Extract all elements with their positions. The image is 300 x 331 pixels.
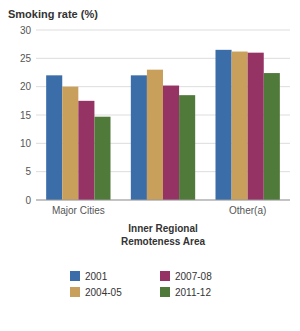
bar [78,101,94,200]
y-tick-label: 15 [20,110,32,121]
legend-label: 2011-12 [175,287,211,298]
bar [215,50,231,200]
grid [36,30,290,200]
bar [46,75,62,200]
chart: Smoking rate (%) 0 5 10 15 20 25 30 Major Cities… [0,0,300,331]
x-tick-label: Other(a) [229,205,266,216]
x-tick-label: Major Cities [52,205,105,216]
legend-label: 2001 [85,271,108,282]
y-tick-label: 30 [20,25,32,36]
bar [179,95,195,200]
legend: 2001 2004-05 2007-08 2011-12 [70,271,212,298]
x-axis-label: Remoteness Area [121,236,206,247]
legend-label: 2004-05 [85,287,122,298]
legend-swatch [70,287,80,297]
bars [46,50,280,200]
bar [232,52,248,200]
y-tick-label: 10 [20,138,32,149]
grid-line [36,30,290,31]
grid-line [36,200,290,201]
legend-swatch [70,271,80,281]
y-tick-label: 0 [25,195,31,206]
bar [62,87,78,200]
x-axis-line [36,200,290,201]
x-axis-label: Inner Regional [128,223,198,234]
bar [147,70,163,200]
y-tick-label: 5 [25,166,31,177]
bar [264,73,280,200]
y-tick-label: 25 [20,53,32,64]
legend-swatch [160,271,170,281]
bar [94,117,110,200]
y-tick-label: 20 [20,81,32,92]
bar [131,75,147,200]
legend-swatch [160,287,170,297]
bar [248,53,264,200]
bar [163,86,179,200]
legend-label: 2007-08 [175,271,212,282]
title: Smoking rate (%) [8,8,98,20]
